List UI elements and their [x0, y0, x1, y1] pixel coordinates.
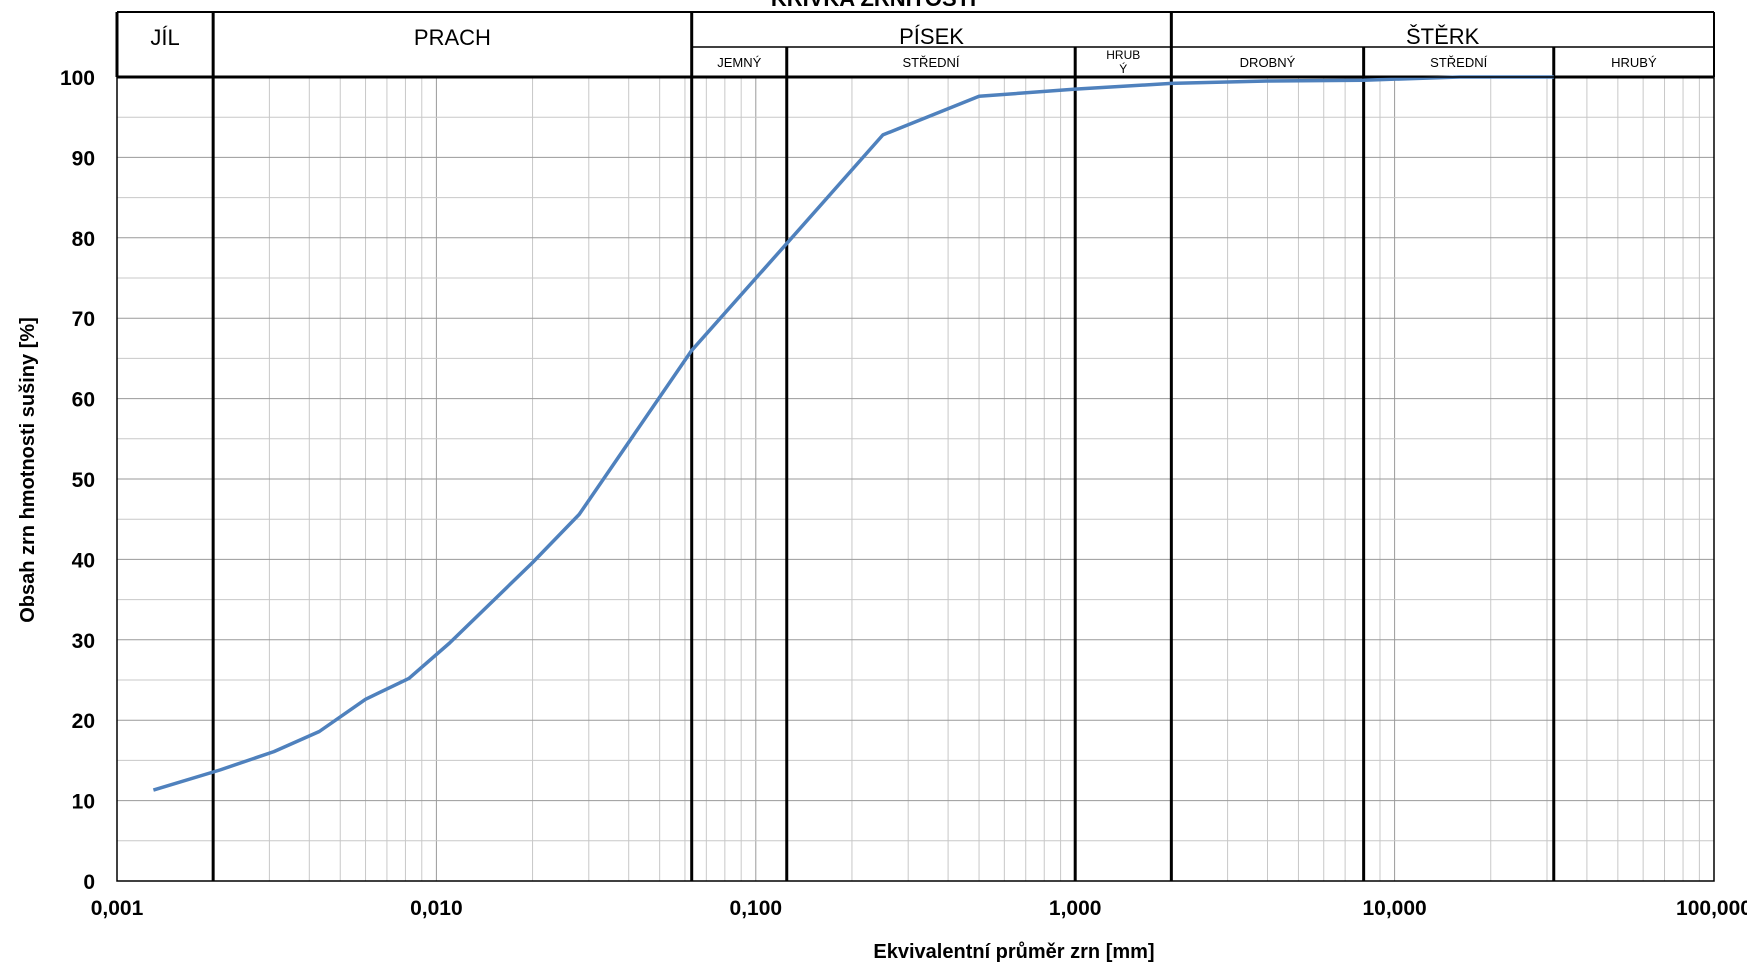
y-tick-label: 20 — [72, 710, 95, 733]
x-tick-label: 1,000 — [1049, 897, 1102, 920]
x-tick-label: 0,010 — [410, 897, 463, 920]
x-tick-label: 0,100 — [730, 897, 783, 920]
soil-boundaries — [211, 12, 1556, 881]
subband-label: STŘEDNÍ — [902, 55, 959, 70]
y-tick-label: 0 — [83, 871, 95, 894]
series-layer — [152, 75, 1554, 792]
subband-label: STŘEDNÍ — [1430, 55, 1487, 70]
y-tick-label: 90 — [72, 147, 95, 170]
axis-labels: Ekvivalentní průměr zrn [mm] Obsah zrn h… — [17, 317, 1155, 963]
x-axis-label: Ekvivalentní průměr zrn [mm] — [873, 941, 1154, 963]
subband-label: Ý — [1119, 61, 1127, 76]
subband-label: JEMNÝ — [717, 55, 761, 70]
subband-label: DROBNÝ — [1240, 55, 1296, 70]
y-tick-label: 10 — [72, 791, 95, 814]
x-tick-label: 100,000 — [1676, 897, 1747, 920]
plot-frame — [116, 76, 1715, 882]
axes: 0 10 20 30 40 50 60 70 80 90 100 0,001 0,010 0,100 1,0… — [60, 67, 1747, 920]
y-tick-label: 50 — [72, 469, 95, 492]
band-label: JÍL — [150, 25, 179, 50]
y-axis-label: Obsah zrn hmotnosti sušiny [%] — [17, 317, 39, 623]
x-tick-label: 10,000 — [1362, 897, 1426, 920]
y-tick-label: 30 — [72, 630, 95, 653]
y-tick-label: 70 — [72, 308, 95, 331]
grain-size-curve — [152, 75, 1554, 792]
y-tick-label: 80 — [72, 228, 95, 251]
chart-title: KŘIVKA ZRNITOSTI — [0, 0, 1747, 12]
subband-label: HRUB — [1106, 48, 1140, 62]
subband-label: HRUBÝ — [1611, 55, 1657, 70]
band-label: PRACH — [414, 25, 491, 50]
y-tick-label: 40 — [72, 549, 95, 572]
grid-layer — [116, 76, 1714, 882]
y-tick-label: 60 — [72, 389, 95, 412]
soil-classification-header: JÍL PRACH PÍSEK ŠTĚRK JEMNÝ STŘEDNÍ HRUBÝ DROBN… — [115, 11, 1715, 79]
band-label: PÍSEK — [899, 24, 964, 49]
x-tick-label: 0,001 — [91, 897, 144, 920]
band-label: ŠTĚRK — [1406, 24, 1480, 49]
y-tick-label: 100 — [60, 67, 95, 90]
